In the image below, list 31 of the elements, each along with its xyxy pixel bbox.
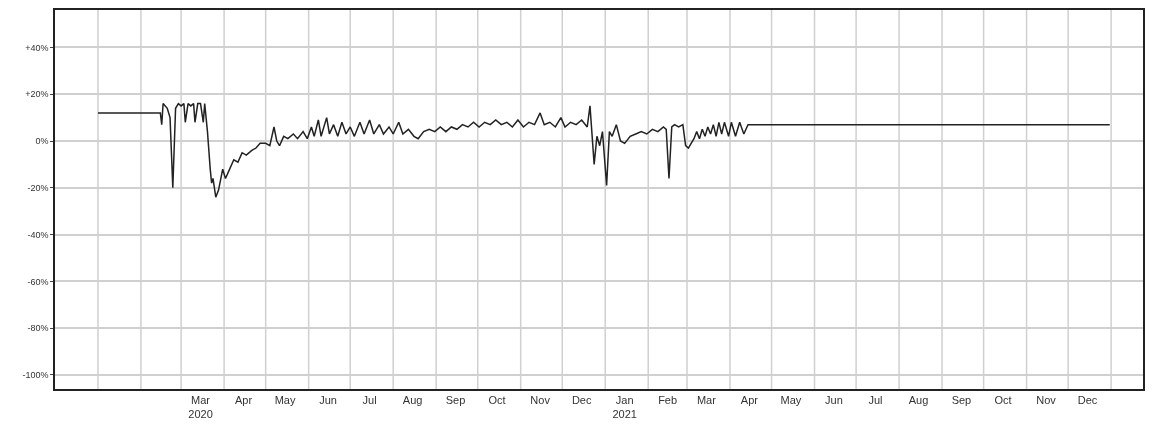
x-tick-label: Mar bbox=[696, 393, 717, 406]
y-tick-label: -20% bbox=[27, 182, 49, 193]
x-tick-label: Oct bbox=[994, 393, 1012, 406]
y-tick-label: -40% bbox=[27, 229, 49, 240]
x-tick-label: Nov bbox=[530, 393, 551, 406]
x-tick-label: May bbox=[780, 393, 802, 406]
x-tick-label: Mar 2020 bbox=[188, 393, 213, 421]
x-tick-label: Jul bbox=[362, 393, 377, 406]
x-tick-label: Jun bbox=[825, 393, 843, 406]
x-tick-label: Dec bbox=[1077, 393, 1098, 406]
y-tick-label: -100% bbox=[22, 370, 49, 381]
x-tick-label: Jan 2021 bbox=[612, 393, 637, 421]
x-tick-label: Aug bbox=[402, 393, 423, 406]
x-tick-label: Apr bbox=[234, 393, 253, 406]
x-tick-label: Aug bbox=[908, 393, 929, 406]
x-tick-label: Dec bbox=[571, 393, 592, 406]
y-tick-label: +40% bbox=[25, 42, 49, 53]
y-tick-label: +20% bbox=[25, 89, 49, 100]
x-tick-label: Sep bbox=[951, 393, 972, 406]
x-tick-label: May bbox=[274, 393, 296, 406]
y-tick-label: -80% bbox=[27, 323, 49, 334]
x-tick-label: Jul bbox=[868, 393, 883, 406]
x-tick-label: Feb bbox=[658, 393, 678, 406]
y-tick-label: -60% bbox=[27, 276, 49, 287]
y-tick-label: 0% bbox=[35, 136, 49, 147]
x-tick-label: Sep bbox=[445, 393, 466, 406]
x-tick-label: Jun bbox=[319, 393, 337, 406]
line-series bbox=[97, 102, 1111, 198]
x-tick-label: Apr bbox=[740, 393, 759, 406]
x-tick-label: Oct bbox=[488, 393, 506, 406]
x-tick-label: Nov bbox=[1036, 393, 1057, 406]
